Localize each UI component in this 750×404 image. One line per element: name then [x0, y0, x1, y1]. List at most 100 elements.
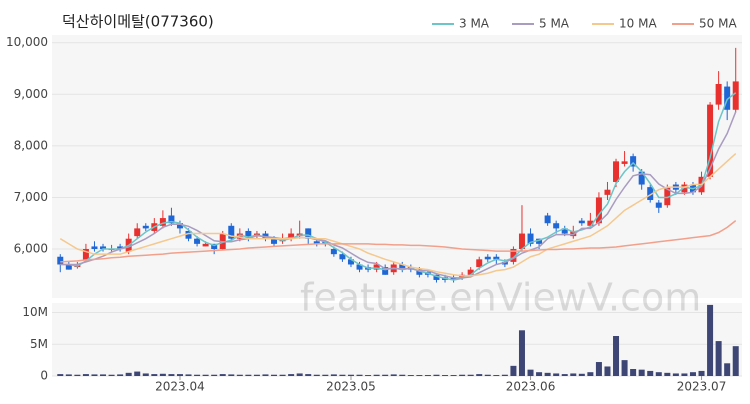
volume-bar	[510, 365, 517, 376]
volume-bar	[424, 375, 431, 376]
candle-body	[467, 269, 474, 275]
volume-bar	[416, 375, 423, 376]
x-tick-label: 2023.06	[506, 380, 556, 394]
candle-body	[245, 230, 252, 239]
legend-label: 10 MA	[619, 17, 657, 31]
price-panel	[52, 35, 742, 298]
candle-body	[518, 233, 525, 250]
candle-body	[510, 249, 517, 262]
volume-bar	[219, 374, 226, 376]
candle-body	[185, 230, 192, 239]
candle-body	[347, 259, 354, 265]
candle-body	[134, 228, 141, 237]
x-tick-label: 2023.04	[155, 380, 205, 394]
volume-bar	[655, 372, 662, 376]
volume-bar	[356, 374, 363, 376]
volume-bar	[100, 374, 107, 376]
volume-bar	[518, 330, 525, 376]
volume-bar	[570, 373, 577, 376]
candle-body	[553, 223, 560, 229]
candle-body	[450, 277, 457, 280]
candle-body	[493, 256, 500, 260]
legend-label: 5 MA	[539, 17, 570, 31]
candle-body	[194, 238, 201, 244]
volume-bar	[194, 374, 201, 376]
candle-body	[732, 81, 739, 110]
volume-bar	[613, 336, 620, 376]
legend-label: 50 MA	[699, 17, 737, 31]
volume-bar	[108, 374, 115, 376]
candle-body	[236, 233, 243, 239]
volume-bar	[159, 373, 166, 376]
candle-body	[655, 202, 662, 208]
candle-body	[707, 104, 714, 177]
candle-body	[176, 223, 183, 229]
candle-body	[621, 161, 628, 164]
y-tick-label: 6,000	[14, 242, 48, 256]
volume-bar	[544, 372, 551, 376]
volume-bar	[245, 374, 252, 376]
volume-bar	[211, 374, 218, 376]
candle-body	[647, 187, 654, 201]
volume-bar	[467, 374, 474, 376]
volume-bar	[664, 372, 671, 376]
candle-body	[604, 189, 611, 195]
chart-title: 덕산하이메탈(077360)	[62, 13, 214, 31]
candle-body	[570, 230, 577, 237]
candle-body	[613, 161, 620, 182]
volume-bar	[313, 374, 320, 376]
candle-body	[100, 246, 107, 250]
volume-bar	[142, 373, 149, 376]
ma-line	[60, 220, 737, 263]
volume-bar	[527, 369, 534, 376]
volume-bar	[271, 374, 278, 376]
volume-bar	[253, 374, 260, 376]
volume-bar	[305, 374, 312, 376]
candle-body	[527, 233, 534, 244]
candle-body	[57, 256, 64, 265]
volume-bar	[681, 373, 688, 376]
ma-line	[59, 153, 737, 277]
candle-body	[587, 220, 594, 226]
candle-body	[630, 156, 637, 167]
volume-bar	[74, 374, 81, 376]
volume-bar	[279, 374, 286, 376]
volume-bar	[322, 374, 329, 376]
candle-body	[536, 238, 543, 244]
x-tick-label: 2023.05	[326, 380, 376, 394]
volume-bar	[125, 372, 132, 376]
volume-bar	[442, 375, 449, 376]
candle-body	[228, 225, 235, 239]
candle-body	[339, 254, 346, 260]
volume-bar	[672, 373, 679, 376]
volume-bar	[561, 374, 568, 376]
x-tick-label: 2023.07	[677, 380, 727, 394]
volume-bar	[604, 366, 611, 376]
volume-bar	[689, 372, 696, 376]
candle-body	[715, 83, 722, 105]
candle-body	[356, 264, 363, 270]
volume-bar	[715, 341, 722, 376]
volume-bar	[647, 370, 654, 376]
volume-bar	[501, 374, 508, 376]
y-tick-label: 9,000	[14, 87, 48, 101]
volume-tick-label: 5M	[30, 337, 48, 351]
candle-body	[142, 225, 149, 229]
volume-tick-label: 10M	[22, 305, 48, 319]
volume-bar	[553, 373, 560, 376]
volume-bar	[262, 374, 269, 376]
candle-body	[638, 171, 645, 185]
candle-body	[288, 233, 295, 239]
volume-bar	[595, 362, 602, 376]
volume-bar	[587, 372, 594, 376]
volume-bar	[91, 374, 98, 376]
candle-body	[501, 261, 508, 265]
volume-bar	[399, 374, 406, 376]
volume-bar	[732, 346, 739, 376]
candle-body	[168, 215, 175, 224]
candle-body	[91, 246, 98, 250]
volume-bar	[296, 373, 303, 376]
volume-bar	[484, 374, 491, 376]
volume-bar	[288, 374, 295, 376]
